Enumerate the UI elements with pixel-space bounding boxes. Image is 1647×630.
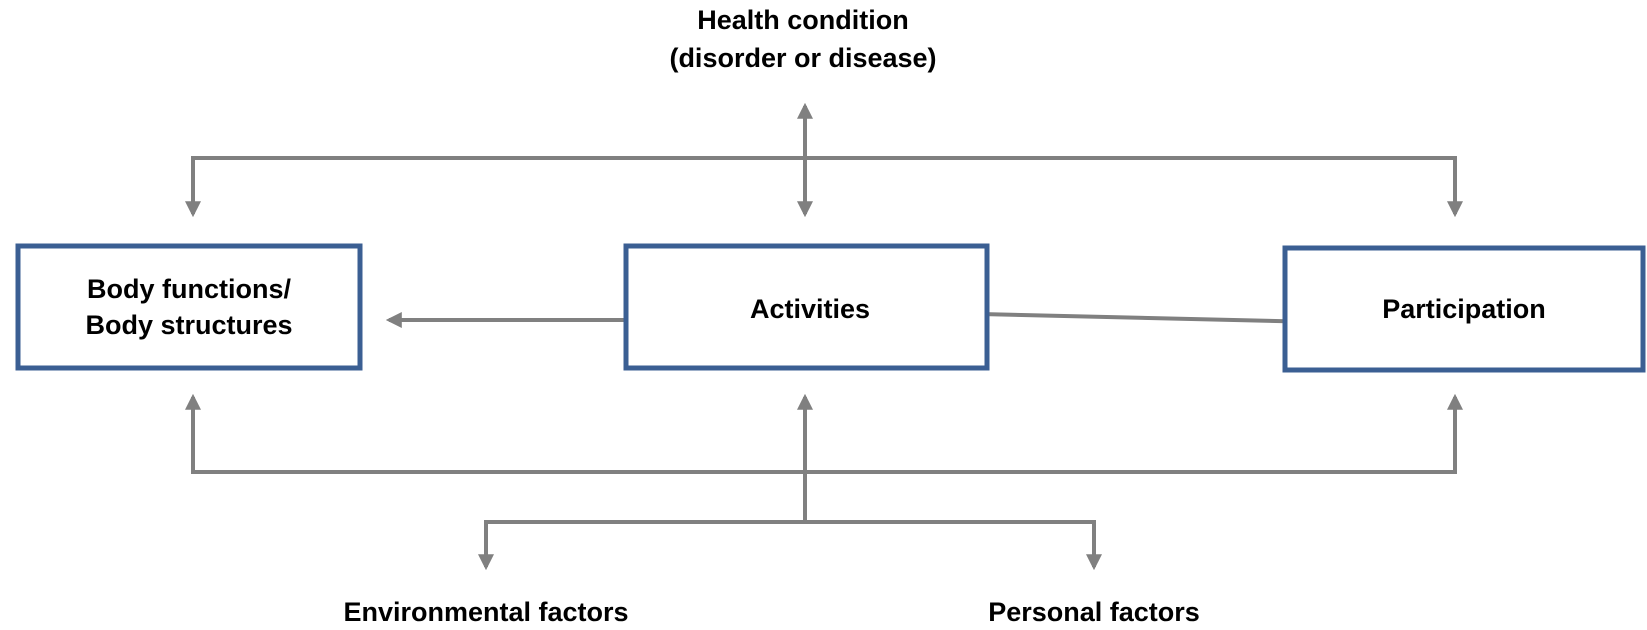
arrow xyxy=(185,393,1463,474)
arrow xyxy=(478,520,1102,571)
box xyxy=(1282,245,1646,373)
node-label: Environmental factors xyxy=(343,597,628,627)
node-label: Activities xyxy=(750,294,870,324)
arrow xyxy=(934,305,1322,330)
connectors xyxy=(185,102,1463,571)
node-label: Body structures xyxy=(85,310,292,340)
node-label: Personal factors xyxy=(988,597,1200,627)
node-label: Participation xyxy=(1382,294,1546,324)
node-label: (disorder or disease) xyxy=(669,43,936,73)
arrow xyxy=(185,156,1463,218)
box xyxy=(15,243,363,371)
node-label: Health condition xyxy=(697,5,909,35)
node-label: Body functions/ xyxy=(87,274,291,304)
box xyxy=(623,243,990,371)
